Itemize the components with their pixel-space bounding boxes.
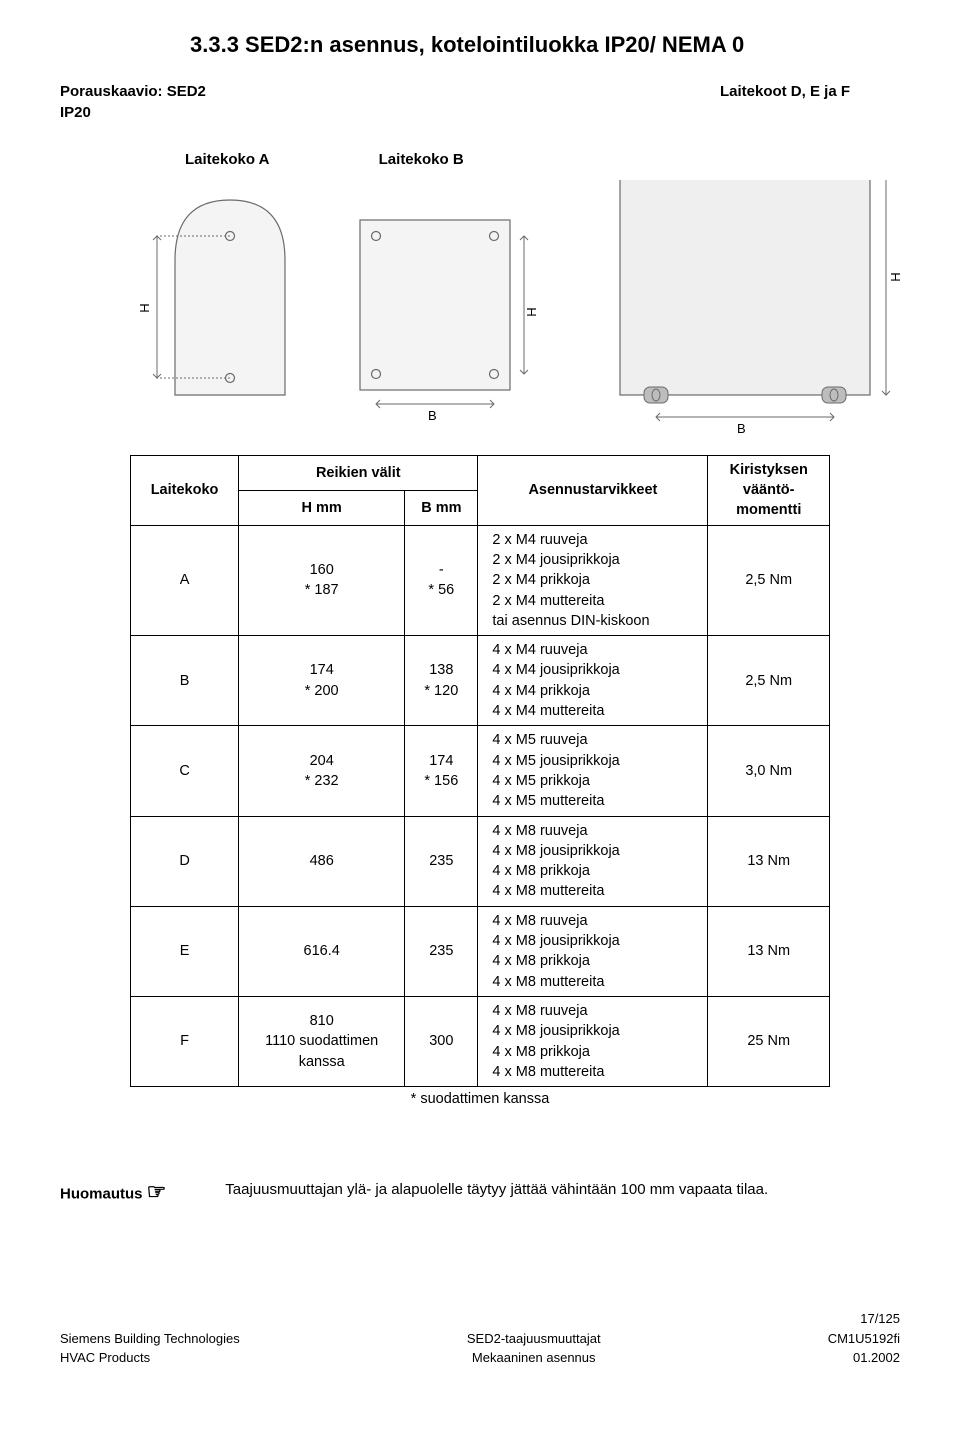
svg-text:H: H <box>137 303 152 312</box>
section-title: 3.3.3 SED2:n asennus, kotelointiluokka I… <box>190 30 900 61</box>
table-row: A160* 187-* 562 x M4 ruuveja2 x M4 jousi… <box>131 525 830 635</box>
diagrams-area: HHBHB <box>60 180 900 420</box>
note-label: Huomautus <box>60 1186 143 1203</box>
table-row: B174* 200138* 1204 x M4 ruuveja4 x M4 jo… <box>131 636 830 726</box>
spec-table: Laitekoko Reikien välit Asennustarvikkee… <box>130 455 830 1087</box>
footer-page-number: 17/125 <box>60 1310 900 1328</box>
svg-text:B: B <box>428 408 437 423</box>
svg-text:H: H <box>524 307 539 316</box>
page-footer: 17/125 Siemens Building Technologies HVA… <box>60 1310 900 1367</box>
diagram-a-label: Laitekoko A <box>185 149 269 170</box>
svg-text:H: H <box>888 272 900 281</box>
table-row: C204* 232174* 1564 x M5 ruuveja4 x M5 jo… <box>131 726 830 816</box>
drill-label-left2: IP20 <box>60 104 91 121</box>
table-footnote: * suodattimen kanssa <box>60 1089 900 1109</box>
drill-label-left1: Porauskaavio: SED2 <box>60 83 206 100</box>
th-colB: B mm <box>405 490 478 525</box>
drill-label-right: Laitekoot D, E ja F <box>720 81 850 102</box>
table-row: D4862354 x M8 ruuveja4 x M8 jousiprikkoj… <box>131 816 830 906</box>
table-row: E616.42354 x M8 ruuveja4 x M8 jousiprikk… <box>131 906 830 996</box>
diagrams-svg: H H B H B <box>60 180 900 480</box>
table-row: F8101110 suodattimenkanssa3004 x M8 ruuv… <box>131 996 830 1086</box>
footer-right: CM1U5192fi 01.2002 <box>828 1330 900 1366</box>
pointing-hand-icon: ☞ <box>147 1177 167 1208</box>
th-colH: H mm <box>239 490 405 525</box>
footer-left: Siemens Building Technologies HVAC Produ… <box>60 1330 240 1366</box>
note-text: Taajuusmuuttajan ylä- ja alapuolelle täy… <box>225 1179 768 1200</box>
svg-text:B: B <box>737 421 746 436</box>
diagram-b-label: Laitekoko B <box>379 149 464 170</box>
footer-mid: SED2-taajuusmuuttajat Mekaaninen asennus <box>467 1330 601 1366</box>
